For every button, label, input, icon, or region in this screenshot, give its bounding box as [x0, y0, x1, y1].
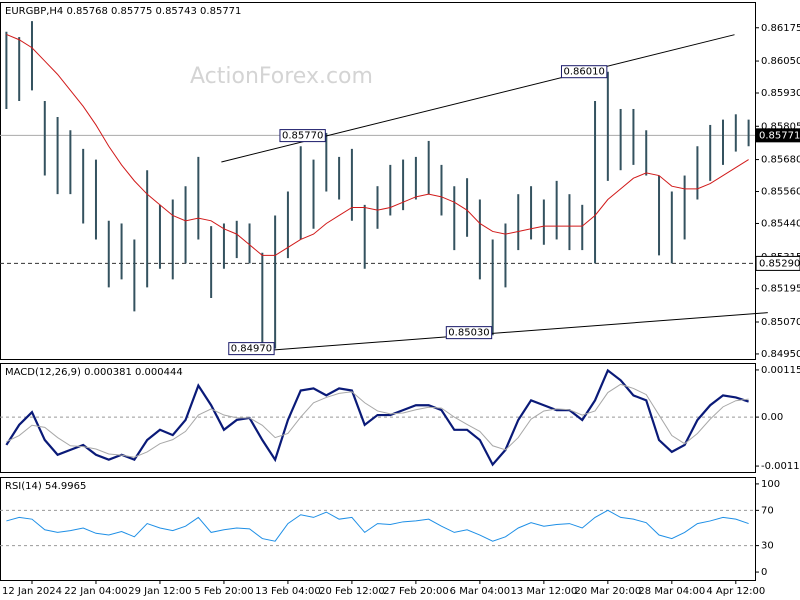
- annotation-label: 0.86010: [563, 67, 604, 78]
- y-tick-label: -0.001196: [761, 461, 800, 472]
- y-tick-label: 0.85195: [761, 284, 800, 295]
- trendline: [266, 312, 768, 351]
- x-tick-label: 12 Jan 2024: [2, 586, 62, 597]
- level-label: 0.85290: [759, 258, 800, 269]
- level-box: [755, 255, 800, 271]
- panel-title: MACD(12,26,9) 0.000381 0.000444: [5, 367, 183, 378]
- annotation-box: [560, 65, 608, 79]
- x-tick-label: 27 Feb 20:00: [383, 586, 449, 597]
- annotation-box: [279, 129, 326, 143]
- annotation-box: [445, 326, 493, 340]
- indicator-line: [6, 383, 749, 458]
- y-tick-label: 0.00: [761, 412, 783, 423]
- x-tick-label: 20 Feb 12:00: [319, 586, 385, 597]
- annotation-label: 0.85030: [448, 328, 489, 339]
- y-tick-label: 0.85680: [761, 155, 800, 166]
- x-tick-label: 5 Feb 20:00: [194, 586, 253, 597]
- last-price-label: 0.85771: [759, 130, 800, 141]
- macd-panel: [0, 363, 756, 473]
- y-tick-label: 0.86050: [761, 56, 800, 67]
- panel-title: RSI(14) 54.9965: [5, 481, 86, 492]
- x-tick-label: 22 Jan 04:00: [64, 586, 127, 597]
- y-tick-label: 0.001152: [761, 365, 800, 376]
- moving-average: [6, 33, 749, 256]
- x-tick-label: 20 Mar 20:00: [574, 586, 641, 597]
- y-tick-label: 0: [761, 567, 767, 578]
- y-tick-label: 0.86175: [761, 23, 800, 34]
- y-tick-label: 0.85440: [761, 218, 800, 229]
- x-tick-label: 13 Feb 04:00: [255, 586, 321, 597]
- annotation-label: 0.85770: [282, 131, 323, 142]
- x-tick-label: 4 Apr 12:00: [706, 586, 765, 597]
- indicator-line: [6, 509, 749, 542]
- panel-title: EURGBP,H4 0.85768 0.85775 0.85743 0.8577…: [5, 6, 241, 17]
- y-tick-label: 30: [761, 541, 774, 552]
- x-tick-label: 28 Mar 04:00: [638, 586, 705, 597]
- y-tick-label: 0.85930: [761, 88, 800, 99]
- x-tick-label: 13 Mar 12:00: [510, 586, 577, 597]
- x-tick-label: 29 Jan 12:00: [128, 586, 191, 597]
- watermark: ActionForex.com: [190, 64, 373, 89]
- y-tick-label: 100: [761, 479, 780, 490]
- price-panel: [0, 2, 756, 360]
- y-tick-label: 0.84950: [761, 349, 800, 360]
- y-tick-label: 0.85560: [761, 187, 800, 198]
- annotation-label: 0.84970: [231, 344, 272, 355]
- y-tick-label: 70: [761, 505, 774, 516]
- y-tick-label: 0.85805: [761, 121, 800, 132]
- rsi-panel: [0, 477, 756, 581]
- last-price-box: [756, 128, 800, 143]
- y-tick-label: 0.85070: [761, 317, 800, 328]
- x-tick-label: 6 Mar 04:00: [450, 586, 510, 597]
- annotation-box: [228, 342, 275, 356]
